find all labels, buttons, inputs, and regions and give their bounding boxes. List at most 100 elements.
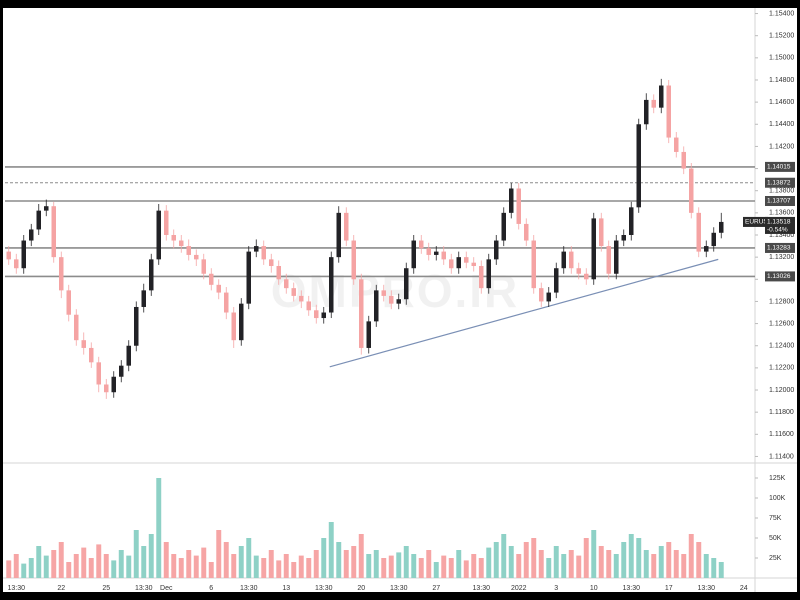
candle-body (119, 365, 124, 377)
candle-body (479, 266, 484, 289)
x-tick-label: 6 (209, 585, 213, 592)
volume-bar (568, 550, 574, 578)
symbol-tag-box (743, 216, 768, 227)
volume-bar (681, 554, 687, 578)
volume-bar (156, 478, 162, 578)
candle-body (51, 206, 56, 258)
candle-body (299, 295, 304, 302)
candle-body (36, 210, 41, 230)
candle-body (554, 268, 559, 293)
volume-bar (171, 554, 177, 578)
candle-body (696, 212, 701, 252)
candle-body (434, 251, 439, 255)
volume-bar (426, 550, 432, 578)
volume-bar (433, 562, 439, 578)
candle-body (246, 251, 251, 304)
candle-body (156, 210, 161, 260)
volume-bar (103, 554, 109, 578)
candle-body (621, 235, 626, 241)
level-tag: 1.14015 (767, 164, 791, 171)
volume-bar (111, 560, 117, 578)
volume-bar (666, 542, 672, 578)
y-tick-label: 1.13200 (769, 254, 794, 261)
candle-body (719, 221, 724, 233)
volume-bar (456, 550, 462, 578)
volume-bar (246, 538, 252, 578)
volume-bar (66, 562, 72, 578)
y-tick-label: 1.12000 (769, 387, 794, 394)
volume-bar (328, 522, 334, 578)
volume-bar (13, 554, 19, 578)
x-tick-label: 20 (357, 585, 365, 592)
watermark: OMPRO.IR (271, 265, 520, 317)
x-tick-label: 13:30 (472, 585, 490, 592)
candle-body (231, 312, 236, 341)
y-tick-label: 1.14200 (769, 143, 794, 150)
volume-bar (396, 552, 402, 578)
volume-bar (6, 560, 12, 578)
volume-bar (553, 546, 559, 578)
candle-body (74, 314, 79, 341)
candle-body (194, 254, 199, 260)
candle-body (531, 240, 536, 289)
level-tag-box (765, 161, 795, 172)
volume-bar (298, 555, 304, 578)
candle-body (494, 240, 499, 260)
volume-bar (501, 534, 507, 578)
y-tick-label: 1.12600 (769, 320, 794, 327)
candle-body (509, 188, 514, 213)
volume-bar (358, 534, 364, 578)
change-tag: -0.54% (767, 227, 788, 234)
volume-bar (471, 554, 477, 578)
candle-body (501, 212, 506, 241)
volume-tick-label: 125K (769, 475, 786, 482)
x-tick-label: 13:30 (135, 585, 153, 592)
volume-bar (216, 530, 222, 578)
candle-body (449, 259, 454, 269)
volume-bar (598, 546, 604, 578)
level-tag-box (765, 196, 795, 207)
x-tick-label: 25 (102, 585, 110, 592)
candle-body (471, 262, 476, 267)
candle-body (186, 246, 191, 255)
level-tag: 1.13283 (767, 245, 791, 252)
candle-body (201, 259, 206, 274)
volume-bar (516, 554, 522, 578)
volume-bar (21, 563, 27, 578)
x-tick-label: 2022 (511, 585, 527, 592)
candle-body (666, 85, 671, 138)
volume-bar (388, 555, 394, 578)
volume-bar (576, 555, 582, 578)
volume-bar (88, 558, 94, 578)
x-tick-label: 13:30 (7, 585, 25, 592)
candle-body (216, 284, 221, 293)
x-tick-label: 10 (590, 585, 598, 592)
candle-body (561, 251, 566, 269)
x-tick-label: 13:30 (697, 585, 715, 592)
volume-bar (336, 542, 342, 578)
volume-bar (141, 546, 147, 578)
volume-bar (628, 534, 634, 578)
volume-bar (523, 542, 529, 578)
volume-bar (403, 546, 409, 578)
volume-bar (696, 542, 702, 578)
candle-body (239, 303, 244, 341)
y-tick-label: 1.13600 (769, 210, 794, 217)
symbol-tag: EURUSD (745, 219, 773, 226)
candle-body (426, 248, 431, 255)
volume-bar (636, 538, 642, 578)
y-tick-label: 1.12400 (769, 343, 794, 350)
candle-body (629, 207, 634, 235)
candle-body (651, 99, 656, 108)
candle-body (614, 240, 619, 274)
volume-bar (643, 550, 649, 578)
volume-bar (531, 538, 537, 578)
volume-bar (591, 530, 597, 578)
candle-body (209, 273, 214, 285)
candle-body (321, 312, 326, 319)
volume-bar (73, 554, 79, 578)
candle-body (329, 257, 334, 313)
level-tag-box (765, 177, 795, 188)
candle-body (636, 124, 641, 208)
